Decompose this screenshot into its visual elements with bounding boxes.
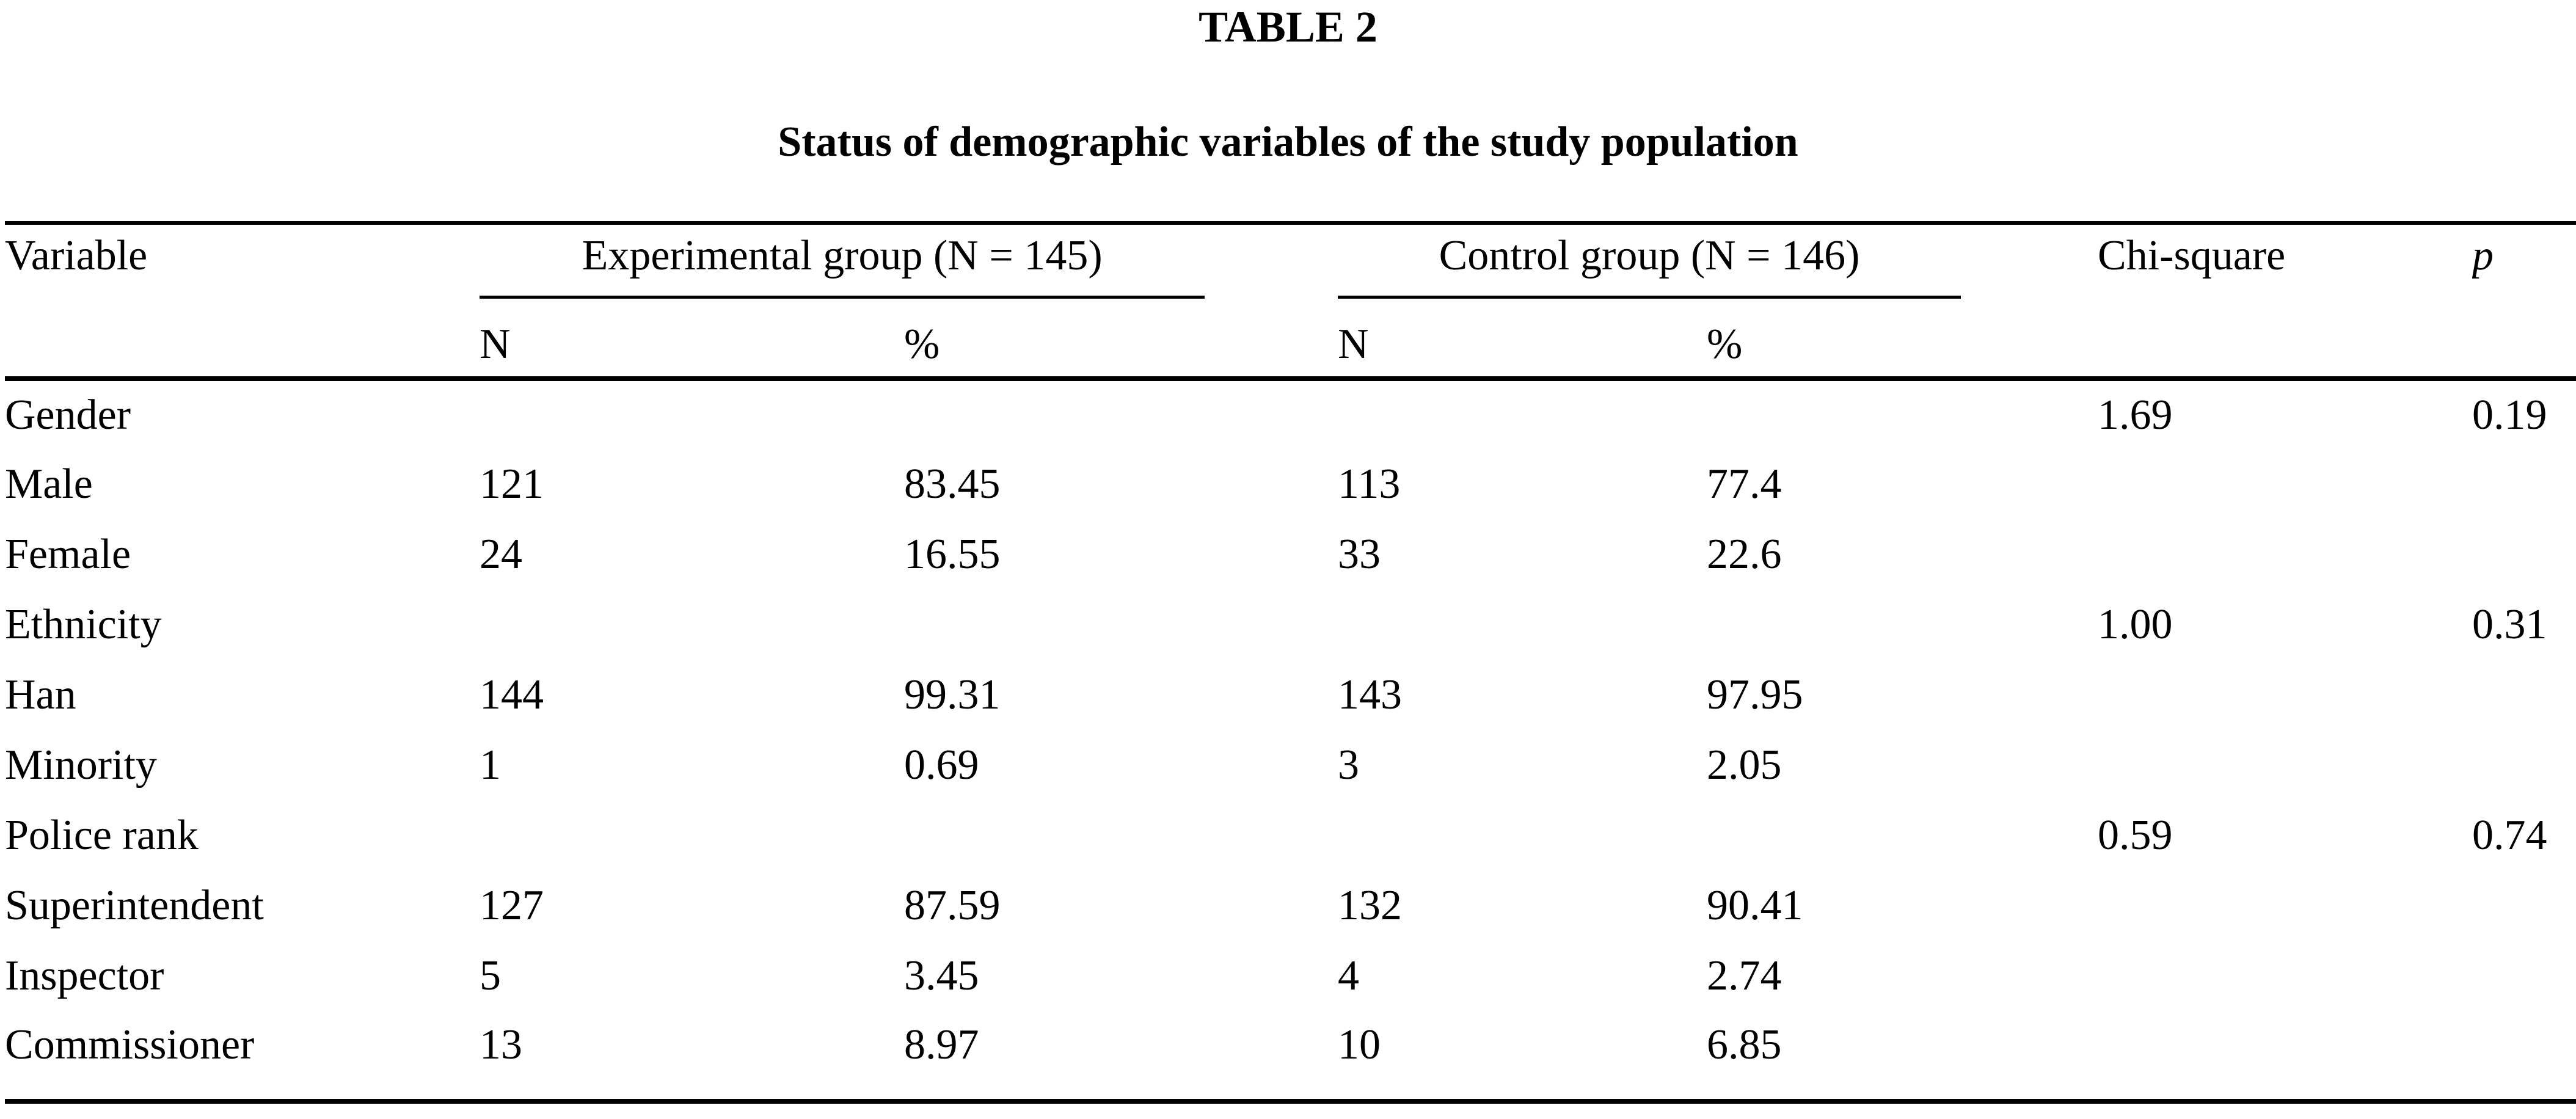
cell-p <box>2472 1011 2576 1101</box>
cell-ctrl-pct: 6.85 <box>1707 1021 1782 1068</box>
column-header-p: p <box>2472 223 2576 381</box>
cell-chi-square <box>2098 660 2472 730</box>
cell-exp-pct: 0.69 <box>904 741 979 789</box>
cell-chi-square <box>2098 519 2472 589</box>
cell-ctrl-pct: 97.95 <box>1707 671 1803 718</box>
subheader-n-experimental: N <box>480 308 904 381</box>
cell-exp-pct: 99.31 <box>904 671 1001 718</box>
cell-variable: Minority <box>5 741 157 789</box>
cell-p <box>2472 941 2576 1011</box>
cell-exp-pct <box>904 379 1338 449</box>
cell-exp-n <box>480 589 904 660</box>
cell-ctrl-n: 143 <box>1338 671 1402 718</box>
cell-chi-square <box>2098 1011 2472 1101</box>
group-header-experimental-label: Experimental group (N = 145) <box>480 235 1205 299</box>
table-row: Superintendent 127 87.59 132 90.41 <box>5 870 2576 941</box>
cell-exp-pct <box>904 589 1338 660</box>
cell-chi-square: 1.69 <box>2098 391 2173 439</box>
cell-exp-n <box>480 800 904 870</box>
group-header-control-label: Control group (N = 146) <box>1338 235 1961 299</box>
cell-exp-pct <box>904 800 1338 870</box>
cell-chi-square: 0.59 <box>2098 811 2173 859</box>
cell-exp-pct: 3.45 <box>904 952 979 999</box>
cell-chi-square <box>2098 941 2472 1011</box>
cell-variable: Gender <box>5 391 131 439</box>
table-row: Police rank 0.59 0.74 <box>5 800 2576 870</box>
cell-exp-n: 5 <box>480 952 501 999</box>
subheader-n-control: N <box>1338 308 1707 381</box>
cell-exp-pct: 16.55 <box>904 530 1001 578</box>
cell-p <box>2472 660 2576 730</box>
cell-ctrl-n: 33 <box>1338 530 1381 578</box>
table-row: Minority 1 0.69 3 2.05 <box>5 730 2576 800</box>
group-header-experimental: Experimental group (N = 145) <box>480 223 1338 308</box>
cell-exp-n: 144 <box>480 671 544 718</box>
cell-ctrl-n <box>1338 800 1707 870</box>
table-row: Gender 1.69 0.19 <box>5 379 2576 449</box>
cell-p <box>2472 519 2576 589</box>
cell-p <box>2472 870 2576 941</box>
table-row: Female 24 16.55 33 22.6 <box>5 519 2576 589</box>
table-title: TABLE 2 <box>1199 2 1377 51</box>
cell-exp-n: 13 <box>480 1021 522 1068</box>
cell-variable: Commissioner <box>5 1021 255 1068</box>
cell-exp-n: 121 <box>480 460 544 508</box>
cell-p <box>2472 449 2576 519</box>
cell-chi-square <box>2098 730 2472 800</box>
column-header-chi-square: Chi-square <box>2098 223 2473 381</box>
table-row: Ethnicity 1.00 0.31 <box>5 589 2576 660</box>
cell-ctrl-n: 113 <box>1338 460 1401 508</box>
cell-ctrl-n: 10 <box>1338 1021 1381 1068</box>
header-row-groups: Variable Experimental group (N = 145) Co… <box>5 223 2576 381</box>
cell-exp-pct: 8.97 <box>904 1021 979 1068</box>
cell-variable: Ethnicity <box>5 600 162 648</box>
column-header-variable: Variable <box>5 223 480 381</box>
table-row: Male 121 83.45 113 77.4 <box>5 449 2576 519</box>
cell-chi-square <box>2098 449 2472 519</box>
cell-ctrl-pct <box>1707 800 2098 870</box>
cell-p: 0.19 <box>2472 391 2547 439</box>
cell-chi-square <box>2098 870 2472 941</box>
table-row: Inspector 5 3.45 4 2.74 <box>5 941 2576 1011</box>
cell-p: 0.74 <box>2472 811 2547 859</box>
table-body: Gender 1.69 0.19 Male 121 83.45 113 77.4… <box>5 379 2576 1101</box>
cell-ctrl-pct <box>1707 589 2098 660</box>
cell-variable: Han <box>5 671 76 718</box>
cell-ctrl-pct: 22.6 <box>1707 530 1782 578</box>
cell-variable: Male <box>5 460 93 508</box>
cell-exp-n: 24 <box>480 530 522 578</box>
group-header-control: Control group (N = 146) <box>1338 223 2098 308</box>
cell-chi-square: 1.00 <box>2098 600 2173 648</box>
cell-variable: Police rank <box>5 811 199 859</box>
table-subtitle: Status of demographic variables of the s… <box>778 118 1798 166</box>
cell-ctrl-n: 3 <box>1338 741 1359 789</box>
cell-p <box>2472 730 2576 800</box>
cell-ctrl-pct: 90.41 <box>1707 881 1803 929</box>
cell-variable: Female <box>5 530 131 578</box>
cell-ctrl-pct: 77.4 <box>1707 460 1782 508</box>
cell-exp-pct: 87.59 <box>904 881 1001 929</box>
subheader-pct-experimental: % <box>904 308 1338 381</box>
table-row: Han 144 99.31 143 97.95 <box>5 660 2576 730</box>
cell-ctrl-n: 4 <box>1338 952 1359 999</box>
cell-exp-pct: 83.45 <box>904 460 1001 508</box>
demographics-table: Variable Experimental group (N = 145) Co… <box>5 221 2576 1104</box>
cell-variable: Superintendent <box>5 881 264 929</box>
cell-exp-n <box>480 379 904 449</box>
cell-ctrl-pct: 2.74 <box>1707 952 1782 999</box>
cell-exp-n: 127 <box>480 881 544 929</box>
cell-p: 0.31 <box>2472 600 2547 648</box>
header-row-subcolumns: N % N % <box>5 308 2576 381</box>
cell-ctrl-n <box>1338 589 1707 660</box>
cell-ctrl-pct <box>1707 379 2098 449</box>
table-header: Variable Experimental group (N = 145) Co… <box>5 223 2576 381</box>
subheader-pct-control: % <box>1707 308 2098 381</box>
cell-exp-n: 1 <box>480 741 501 789</box>
table-row: Commissioner 13 8.97 10 6.85 <box>5 1011 2576 1101</box>
cell-ctrl-n: 132 <box>1338 881 1402 929</box>
cell-ctrl-n <box>1338 379 1707 449</box>
cell-variable: Inspector <box>5 952 164 999</box>
cell-ctrl-pct: 2.05 <box>1707 741 1782 789</box>
